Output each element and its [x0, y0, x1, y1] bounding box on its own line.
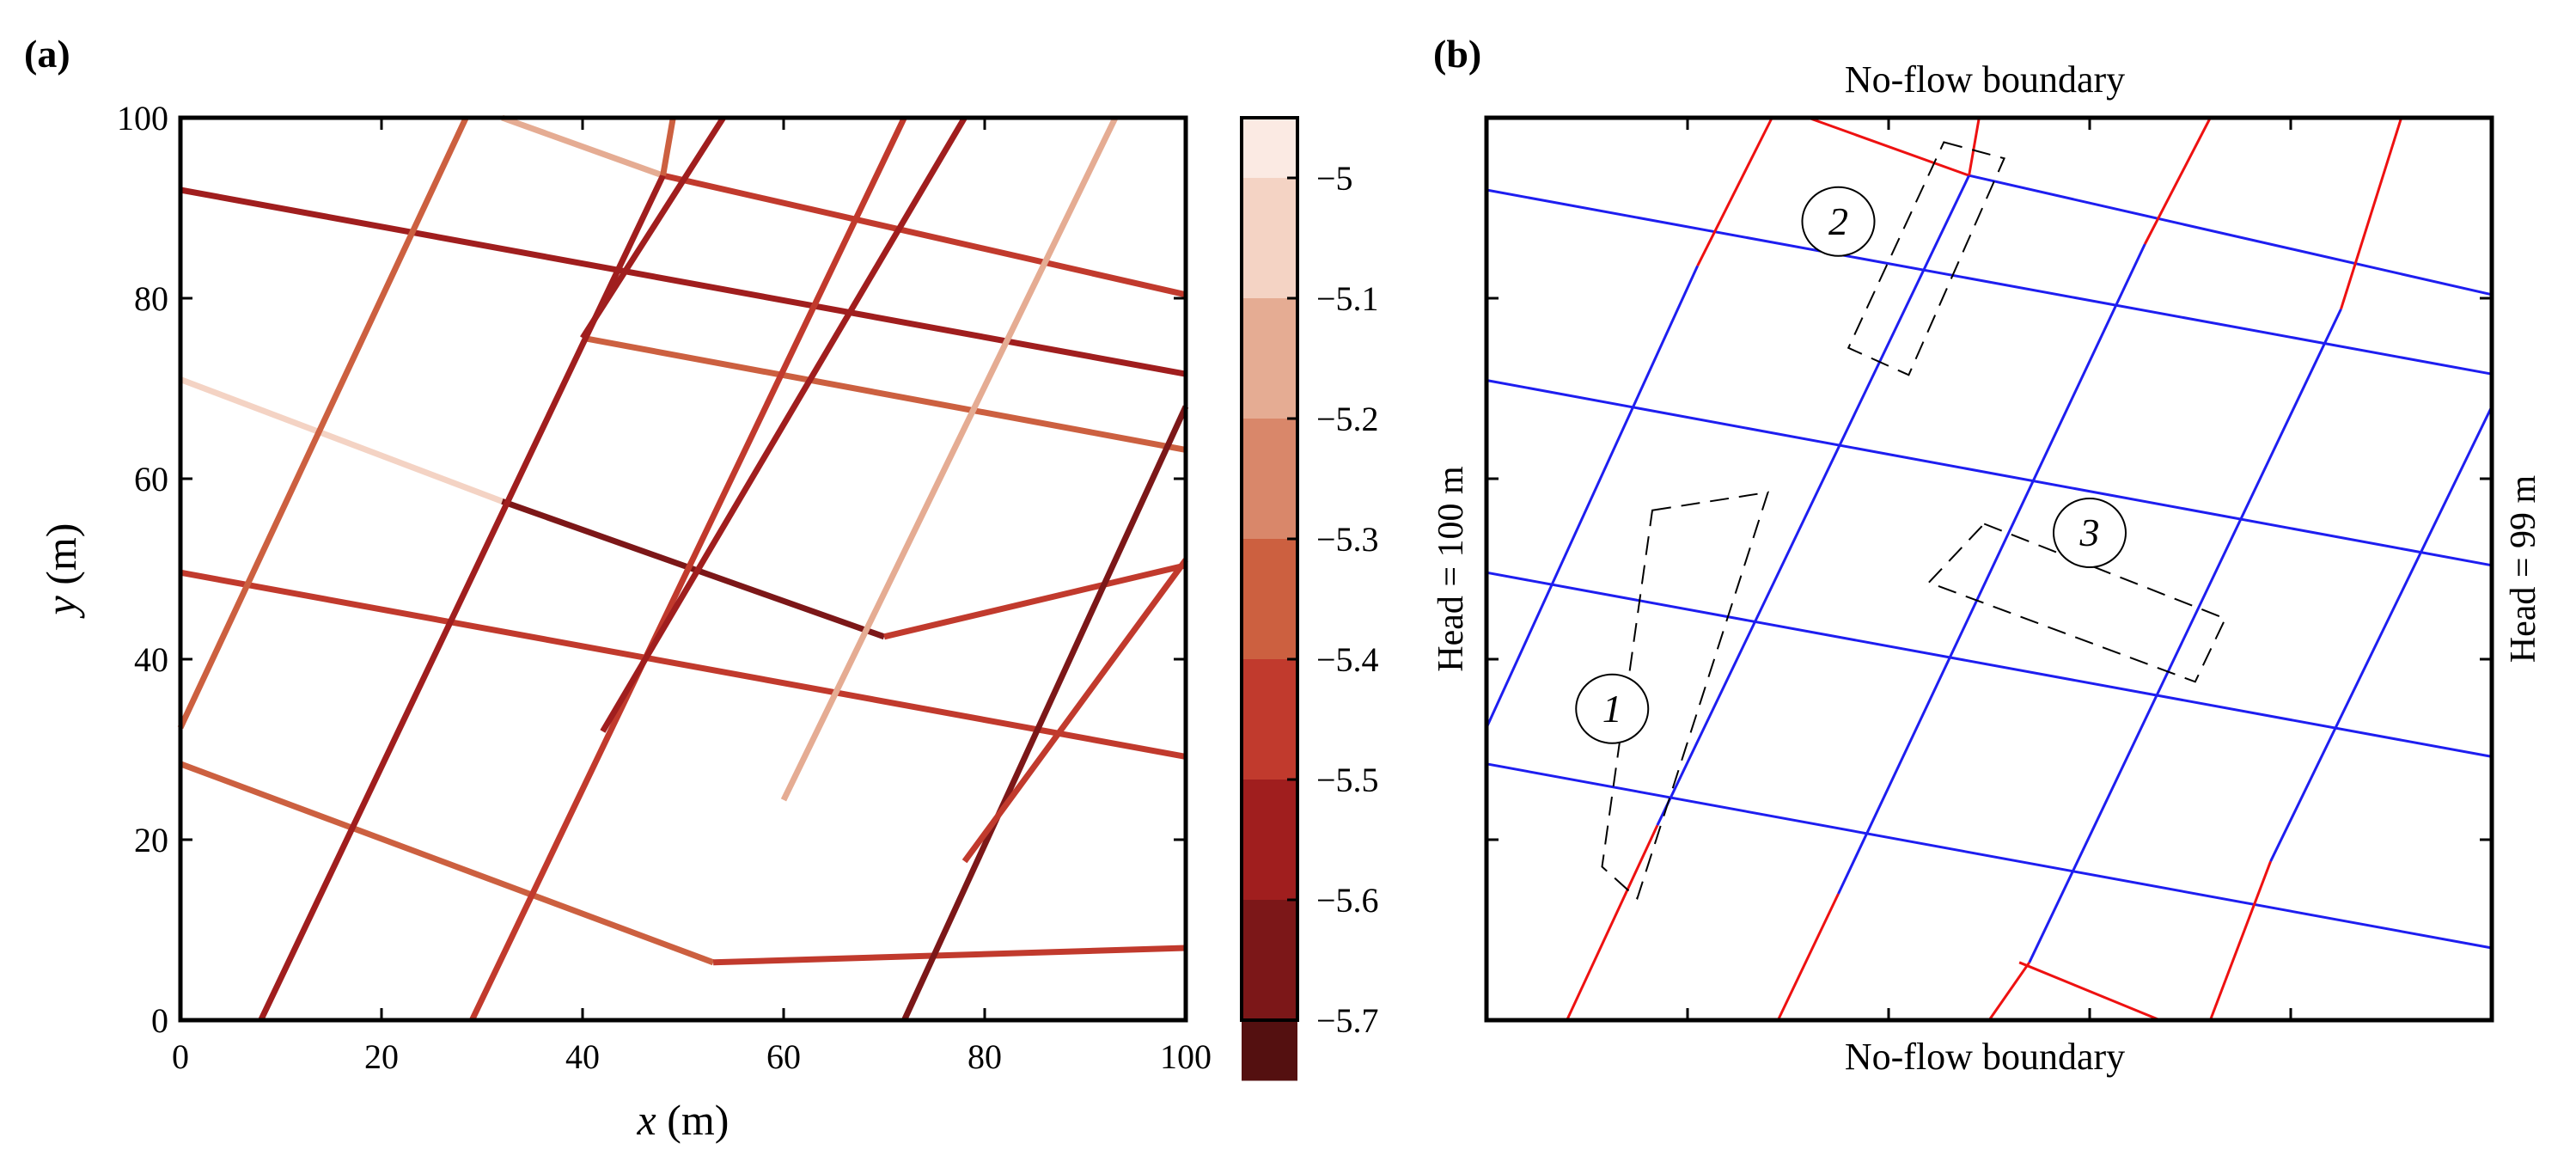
colorbar: −5 −5.1 −5.2 −5.3 −5.4 −5.5 −5.6 −5.7: [1240, 116, 1379, 1081]
panel-a-y-axis-label: y (m): [37, 523, 85, 620]
panel-a-label: (a): [24, 32, 70, 76]
fracture-13: [660, 117, 676, 176]
blue-fracture-1: [1486, 188, 2493, 376]
red-fracture-9: [1696, 117, 1773, 266]
fracture-7: [180, 569, 1187, 760]
no-flow-top-label: No-flow boundary: [1845, 58, 2125, 101]
blue-fracture-4: [1486, 762, 2493, 950]
colorbar-tick-label: −5.2: [1316, 400, 1379, 438]
colorbar-band-5: [1242, 539, 1297, 660]
region-circle-3: [2053, 498, 2127, 568]
fracture-5: [501, 498, 886, 640]
colorbar-tick-label: −5.7: [1316, 1001, 1379, 1040]
region-number-3: 3: [2079, 511, 2100, 554]
blue-fracture-6: [1969, 174, 2493, 297]
colorbar-tick-label: −5: [1316, 159, 1353, 198]
region-circle-1: [1575, 673, 1650, 744]
x-tick-label: 40: [565, 1037, 600, 1076]
panel-a-frame: [178, 115, 1188, 1023]
fracture-19: [961, 558, 1188, 864]
blue-fracture-14: [1837, 243, 2146, 895]
region-number-2: 2: [1828, 199, 1848, 243]
fracture-9: [712, 945, 1187, 966]
colorbar-tick-label: −5.4: [1316, 640, 1379, 679]
fracture-1: [180, 186, 1187, 377]
red-fracture-12: [1968, 117, 1981, 176]
panel-a-fractures: [177, 114, 1189, 1022]
red-fracture-5: [1807, 116, 1970, 177]
colorbar-band-1: [1242, 118, 1297, 179]
colorbar-ticks: −5 −5.1 −5.2 −5.3 −5.4 −5.5 −5.6 −5.7: [1287, 159, 1379, 1040]
fracture-16: [600, 116, 968, 733]
colorbar-tick-label: −5.1: [1316, 279, 1379, 318]
blue-fracture-17: [2028, 308, 2342, 963]
x-tick-label: 80: [968, 1037, 1002, 1076]
panel-a: (a) 0 20 40 60 80 100 0 20 40 60 80 100 x (m) y (m…: [24, 32, 1212, 1144]
fracture-14: [469, 116, 907, 1022]
y-tick-label: 60: [134, 460, 168, 498]
colorbar-band-8: [1242, 900, 1297, 1021]
colorbar-band-4: [1242, 419, 1297, 540]
panel-a-x-axis-label: x (m): [637, 1096, 729, 1144]
y-tick-label: 100: [117, 99, 168, 138]
fracture-10: [582, 334, 1187, 453]
colorbar-tick-label: −5.3: [1316, 520, 1379, 559]
colorbar-band-3: [1242, 298, 1297, 419]
panel-a-y-ticks: 0 20 40 60 80 100: [117, 99, 1186, 1040]
region-circle-2: [1801, 186, 1876, 257]
panel-b-frame: [1484, 115, 2494, 1023]
red-fracture-15: [2143, 117, 2212, 245]
red-fracture-19: [2208, 860, 2273, 1021]
blue-fracture-11: [1656, 174, 1970, 826]
region-number-1: 1: [1602, 687, 1622, 731]
colorbar-band-7: [1242, 780, 1297, 901]
red-fracture-18: [2340, 117, 2403, 310]
y-tick-label: 0: [151, 1001, 168, 1040]
panel-b-fractures: [1485, 116, 2494, 1022]
fracture-18: [901, 405, 1189, 1022]
blue-fracture-8: [1485, 265, 1700, 729]
red-fracture-7: [2018, 961, 2161, 1022]
head-left-label: Head = 100 m: [1431, 466, 1471, 672]
x-tick-label: 20: [364, 1037, 399, 1076]
x-tick-label: 100: [1160, 1037, 1212, 1076]
head-right-label: Head = 99 m: [2504, 474, 2543, 663]
panel-b-label: (b): [1433, 32, 1481, 76]
blue-fracture-2: [1486, 379, 2493, 567]
colorbar-tick-label: −5.5: [1316, 761, 1379, 799]
dashed-box-1: [1601, 491, 1770, 901]
panel-b-dashed-boxes: 1 2 3: [1575, 141, 2227, 901]
colorbar-frame: [1240, 116, 1299, 1022]
colorbar-band-2: [1242, 178, 1297, 299]
fracture-3: [662, 172, 1187, 298]
panel-b: (b) No-flow boundary No-flow boundary He…: [1431, 32, 2543, 1078]
colorbar-band-9: [1242, 1020, 1297, 1081]
blue-fracture-3: [1486, 571, 2493, 758]
x-tick-label: 60: [766, 1037, 801, 1076]
dashed-box-3: [1927, 523, 2227, 683]
colorbar-tick-label: −5.6: [1316, 881, 1379, 920]
colorbar-bands: [1242, 118, 1297, 1081]
red-fracture-10: [1566, 824, 1659, 1021]
fracture-15: [580, 116, 726, 340]
fracture-2: [501, 114, 664, 179]
red-fracture-16: [1987, 961, 2031, 1021]
fracture-11: [177, 116, 469, 730]
panel-a-x-ticks: 0 20 40 60 80 100: [172, 118, 1212, 1076]
no-flow-bottom-label: No-flow boundary: [1845, 1036, 2125, 1078]
dashed-box-2: [1847, 141, 2005, 376]
fracture-17: [780, 116, 1119, 802]
fracture-8: [179, 761, 715, 966]
blue-fracture-20: [2269, 406, 2494, 862]
y-tick-label: 40: [134, 640, 168, 679]
y-tick-label: 20: [134, 821, 168, 859]
fracture-4: [179, 376, 504, 504]
red-fracture-13: [1776, 893, 1840, 1021]
colorbar-band-6: [1242, 659, 1297, 780]
panel-b-ticks: [1485, 116, 2494, 1022]
x-tick-label: 0: [172, 1037, 189, 1076]
fracture-6: [883, 562, 1187, 640]
y-tick-label: 80: [134, 279, 168, 318]
